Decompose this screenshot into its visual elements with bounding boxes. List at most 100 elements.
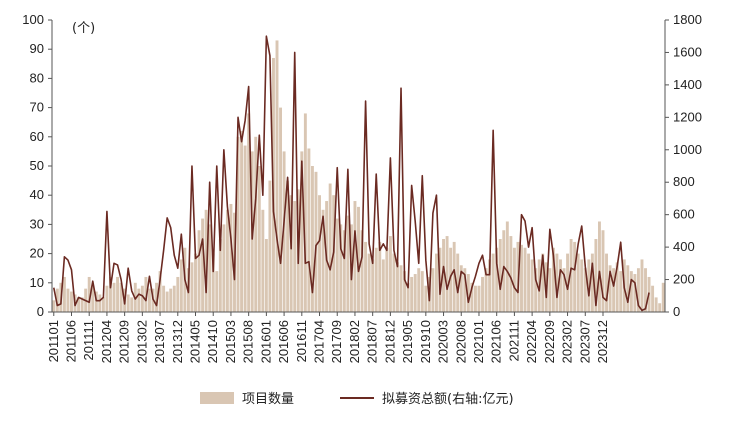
- bar-mark: [396, 262, 399, 312]
- bar-mark: [466, 274, 470, 312]
- bar-mark: [594, 239, 598, 312]
- bar-mark: [101, 297, 105, 312]
- x-tick-label: 201709: [329, 320, 344, 363]
- bar-mark: [169, 288, 173, 312]
- bar-mark: [459, 265, 463, 312]
- bar-mark: [339, 224, 343, 312]
- bar-mark: [491, 253, 495, 312]
- bar-mark: [293, 201, 297, 312]
- bar-mark: [569, 239, 573, 312]
- bar-mark: [211, 253, 215, 312]
- bar-mark: [364, 241, 368, 312]
- x-tick-label: 201405: [188, 320, 203, 363]
- left-tick-label: 100: [22, 12, 44, 27]
- bar-mark: [566, 253, 570, 312]
- bar-mark: [87, 276, 91, 312]
- bar-mark: [498, 239, 502, 312]
- legend-bar-label: 项目数量: [242, 392, 294, 407]
- bar-mark: [91, 285, 95, 312]
- bar-mark: [126, 294, 130, 312]
- bar-mark: [94, 291, 98, 312]
- bar-mark: [470, 282, 474, 312]
- bar-mark: [310, 166, 314, 312]
- left-tick-label: 20: [30, 246, 44, 261]
- bar-mark: [520, 244, 523, 312]
- bar-mark: [357, 206, 360, 312]
- bar-mark: [551, 247, 555, 312]
- x-tick-label: 201802: [347, 320, 362, 363]
- bar-mark: [608, 265, 612, 312]
- bar-mark: [353, 201, 357, 312]
- bar-mark: [144, 276, 148, 312]
- bar-mark: [392, 253, 396, 312]
- bar-mark: [612, 268, 616, 312]
- bar-mark: [420, 271, 424, 312]
- bar-mark: [346, 215, 350, 312]
- bar-mark: [112, 282, 116, 312]
- bar-mark: [197, 230, 201, 312]
- x-tick-label: 201410: [205, 320, 220, 363]
- x-tick-label: 201111: [81, 320, 96, 361]
- bar-mark: [201, 218, 205, 312]
- bar-mark: [562, 268, 566, 312]
- x-tick-label: 201204: [99, 320, 114, 363]
- left-tick-label: 90: [30, 41, 44, 56]
- x-tick-label: 202008: [453, 320, 468, 363]
- bar-mark: [559, 259, 562, 312]
- x-tick-label: 201812: [382, 320, 397, 363]
- bar-mark: [275, 40, 279, 312]
- bar-mark: [481, 276, 484, 312]
- bar-mark: [55, 288, 59, 312]
- x-tick-label: 201508: [241, 320, 256, 363]
- left-axis-unit: (个): [72, 21, 95, 36]
- bar-mark: [456, 253, 460, 312]
- x-tick-label: 202003: [436, 320, 451, 363]
- bar-mark: [261, 209, 265, 312]
- bar-mark: [435, 253, 438, 312]
- x-tick-label: 201601: [258, 320, 273, 363]
- bar-mark: [70, 291, 73, 312]
- bar-mark: [403, 271, 407, 312]
- x-tick-label: 202101: [471, 320, 486, 363]
- x-tick-label: 202302: [560, 320, 575, 363]
- bar-mark: [381, 259, 385, 312]
- bar-mark: [442, 239, 445, 312]
- right-tick-label: 0: [673, 304, 680, 319]
- bar-mark: [155, 282, 158, 312]
- bar-mark: [208, 224, 212, 312]
- left-tick-label: 0: [37, 304, 44, 319]
- left-tick-label: 30: [30, 216, 44, 231]
- bar-mark: [388, 236, 392, 312]
- bar-mark: [342, 230, 346, 312]
- left-tick-label: 50: [30, 158, 44, 173]
- bar-mark: [445, 236, 449, 312]
- x-tick-label: 201807: [365, 320, 380, 363]
- bar-mark: [165, 291, 169, 312]
- bar-mark: [484, 268, 488, 312]
- bar-mark: [62, 276, 66, 312]
- bar-mark: [289, 195, 293, 312]
- bar-mark: [225, 209, 229, 312]
- x-tick-label: 201611: [294, 320, 309, 362]
- bar-mark: [119, 282, 123, 312]
- x-tick-label: 201307: [152, 320, 167, 363]
- bar-mark: [495, 247, 499, 312]
- bar-mark: [371, 259, 375, 312]
- bar-mark: [243, 145, 247, 312]
- bar-mark: [629, 271, 633, 312]
- left-tick-label: 70: [30, 100, 44, 115]
- right-tick-label: 400: [673, 239, 695, 254]
- bar-mark: [374, 247, 378, 312]
- bar-mark: [218, 239, 222, 312]
- bar-mark: [335, 218, 339, 312]
- bar-mark: [190, 262, 194, 312]
- left-tick-label: 40: [30, 187, 44, 202]
- bar-mark: [264, 239, 268, 312]
- bar-mark: [307, 148, 311, 312]
- bar-mark: [179, 259, 183, 312]
- bar-mark: [601, 230, 605, 312]
- bar-mark: [633, 274, 637, 312]
- bar-mark: [204, 209, 208, 312]
- x-tick-label: 201503: [223, 320, 238, 363]
